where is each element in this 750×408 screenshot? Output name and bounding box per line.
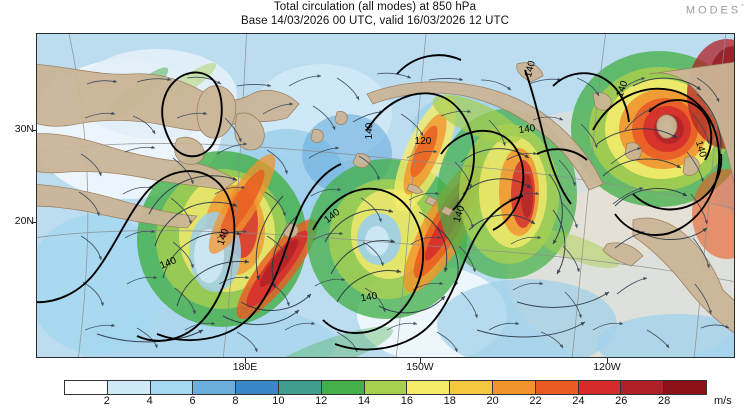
colorbar-tick-label: 24: [572, 395, 585, 407]
longitude-axis: 180E 150W 120W: [0, 357, 750, 374]
chart-subtitle: Base 14/03/2026 00 UTC, valid 16/03/2026…: [240, 14, 510, 27]
contour-label: 140: [452, 204, 468, 224]
chart-title-block: Total circulation (all modes) at 850 hPa…: [0, 1, 750, 28]
latitude-tick-label: 20N: [14, 215, 34, 227]
longitude-tick-label: 120W: [593, 361, 621, 373]
colorbar-swatch: [278, 381, 322, 394]
colorbar-swatch: [65, 381, 108, 394]
colorbar-swatch: [364, 381, 408, 394]
longitude-tick-label: 150W: [406, 361, 434, 373]
contour-label: 140: [518, 123, 536, 136]
contour-label: 120: [415, 136, 432, 147]
colorbar-swatch: [321, 381, 365, 394]
page-title: Total circulation (all modes) at 850 hPa: [273, 1, 477, 13]
colorbar-swatch: [621, 381, 665, 394]
colorbar-unit: m/s: [714, 395, 732, 407]
contour-labels: 140 120 140 140 140 140 140 140 140 140 …: [158, 59, 708, 304]
modes-logo: MODES°: [686, 4, 744, 17]
streamlines: [96, 77, 722, 343]
vortex-east-central: [437, 109, 577, 279]
colorbar-swatch: [193, 381, 237, 394]
colorbar-tick-label: 2: [103, 395, 110, 407]
colorbar-swatch: [535, 381, 579, 394]
colorbar-tick-label: 6: [189, 395, 196, 407]
brand-text: MODES: [685, 4, 742, 17]
contour-label: 140: [360, 291, 379, 305]
latitude-tick-label: 30N: [14, 123, 34, 135]
contour-label: 140: [693, 140, 708, 159]
colorbar-tick-label: 26: [615, 395, 628, 407]
coastlines: [37, 61, 734, 334]
contour-lines: [37, 54, 723, 351]
colorbar-tick-label: 8: [232, 395, 239, 407]
colorbar-swatch: [492, 381, 536, 394]
colorbar-swatch: [236, 381, 279, 394]
contour-label: 140: [615, 79, 631, 99]
latitude-axis: 30N 20N: [0, 33, 39, 358]
colorbar-tick-label: 4: [146, 395, 153, 407]
map-plot-area: 140 120 140 140 140 140 140 140 140 140 …: [36, 33, 735, 358]
colorbar-tick-label: 28: [658, 395, 671, 407]
colorbar-swatch: [107, 381, 151, 394]
colorbar: [64, 380, 707, 395]
colorbar-swatch: [450, 381, 493, 394]
map-svg: 140 120 140 140 140 140 140 140 140 140 …: [37, 34, 734, 357]
colorbar-tick-label: 14: [357, 395, 371, 407]
contour-label: 140: [364, 122, 376, 139]
colorbar-tick-label: 22: [529, 395, 542, 407]
longitude-tick-mark: [245, 357, 247, 363]
longitude-tick-mark: [607, 357, 609, 363]
wind-vectors: [78, 72, 730, 353]
colorbar-tick-label: 12: [315, 395, 328, 407]
colorbar-tick-label: 18: [443, 395, 456, 407]
colorbar-ticks: 2 4 6 8 10 12 14 16 18 20 22 24 26 28: [64, 395, 707, 408]
colorbar-swatch: [150, 381, 194, 394]
colorbar-swatch: [407, 381, 451, 394]
colorbar-cells: [64, 380, 707, 395]
brand-superscript: °: [741, 4, 744, 11]
colorbar-tick-label: 16: [400, 395, 414, 407]
colorbar-tick-label: 10: [272, 395, 285, 407]
longitude-tick-label: 180E: [232, 361, 258, 373]
longitude-tick-mark: [420, 357, 422, 363]
colorbar-tick-label: 20: [486, 395, 499, 407]
contour-label: 140: [523, 59, 538, 78]
colorbar-swatch: [664, 381, 706, 394]
colorbar-swatch: [578, 381, 622, 394]
